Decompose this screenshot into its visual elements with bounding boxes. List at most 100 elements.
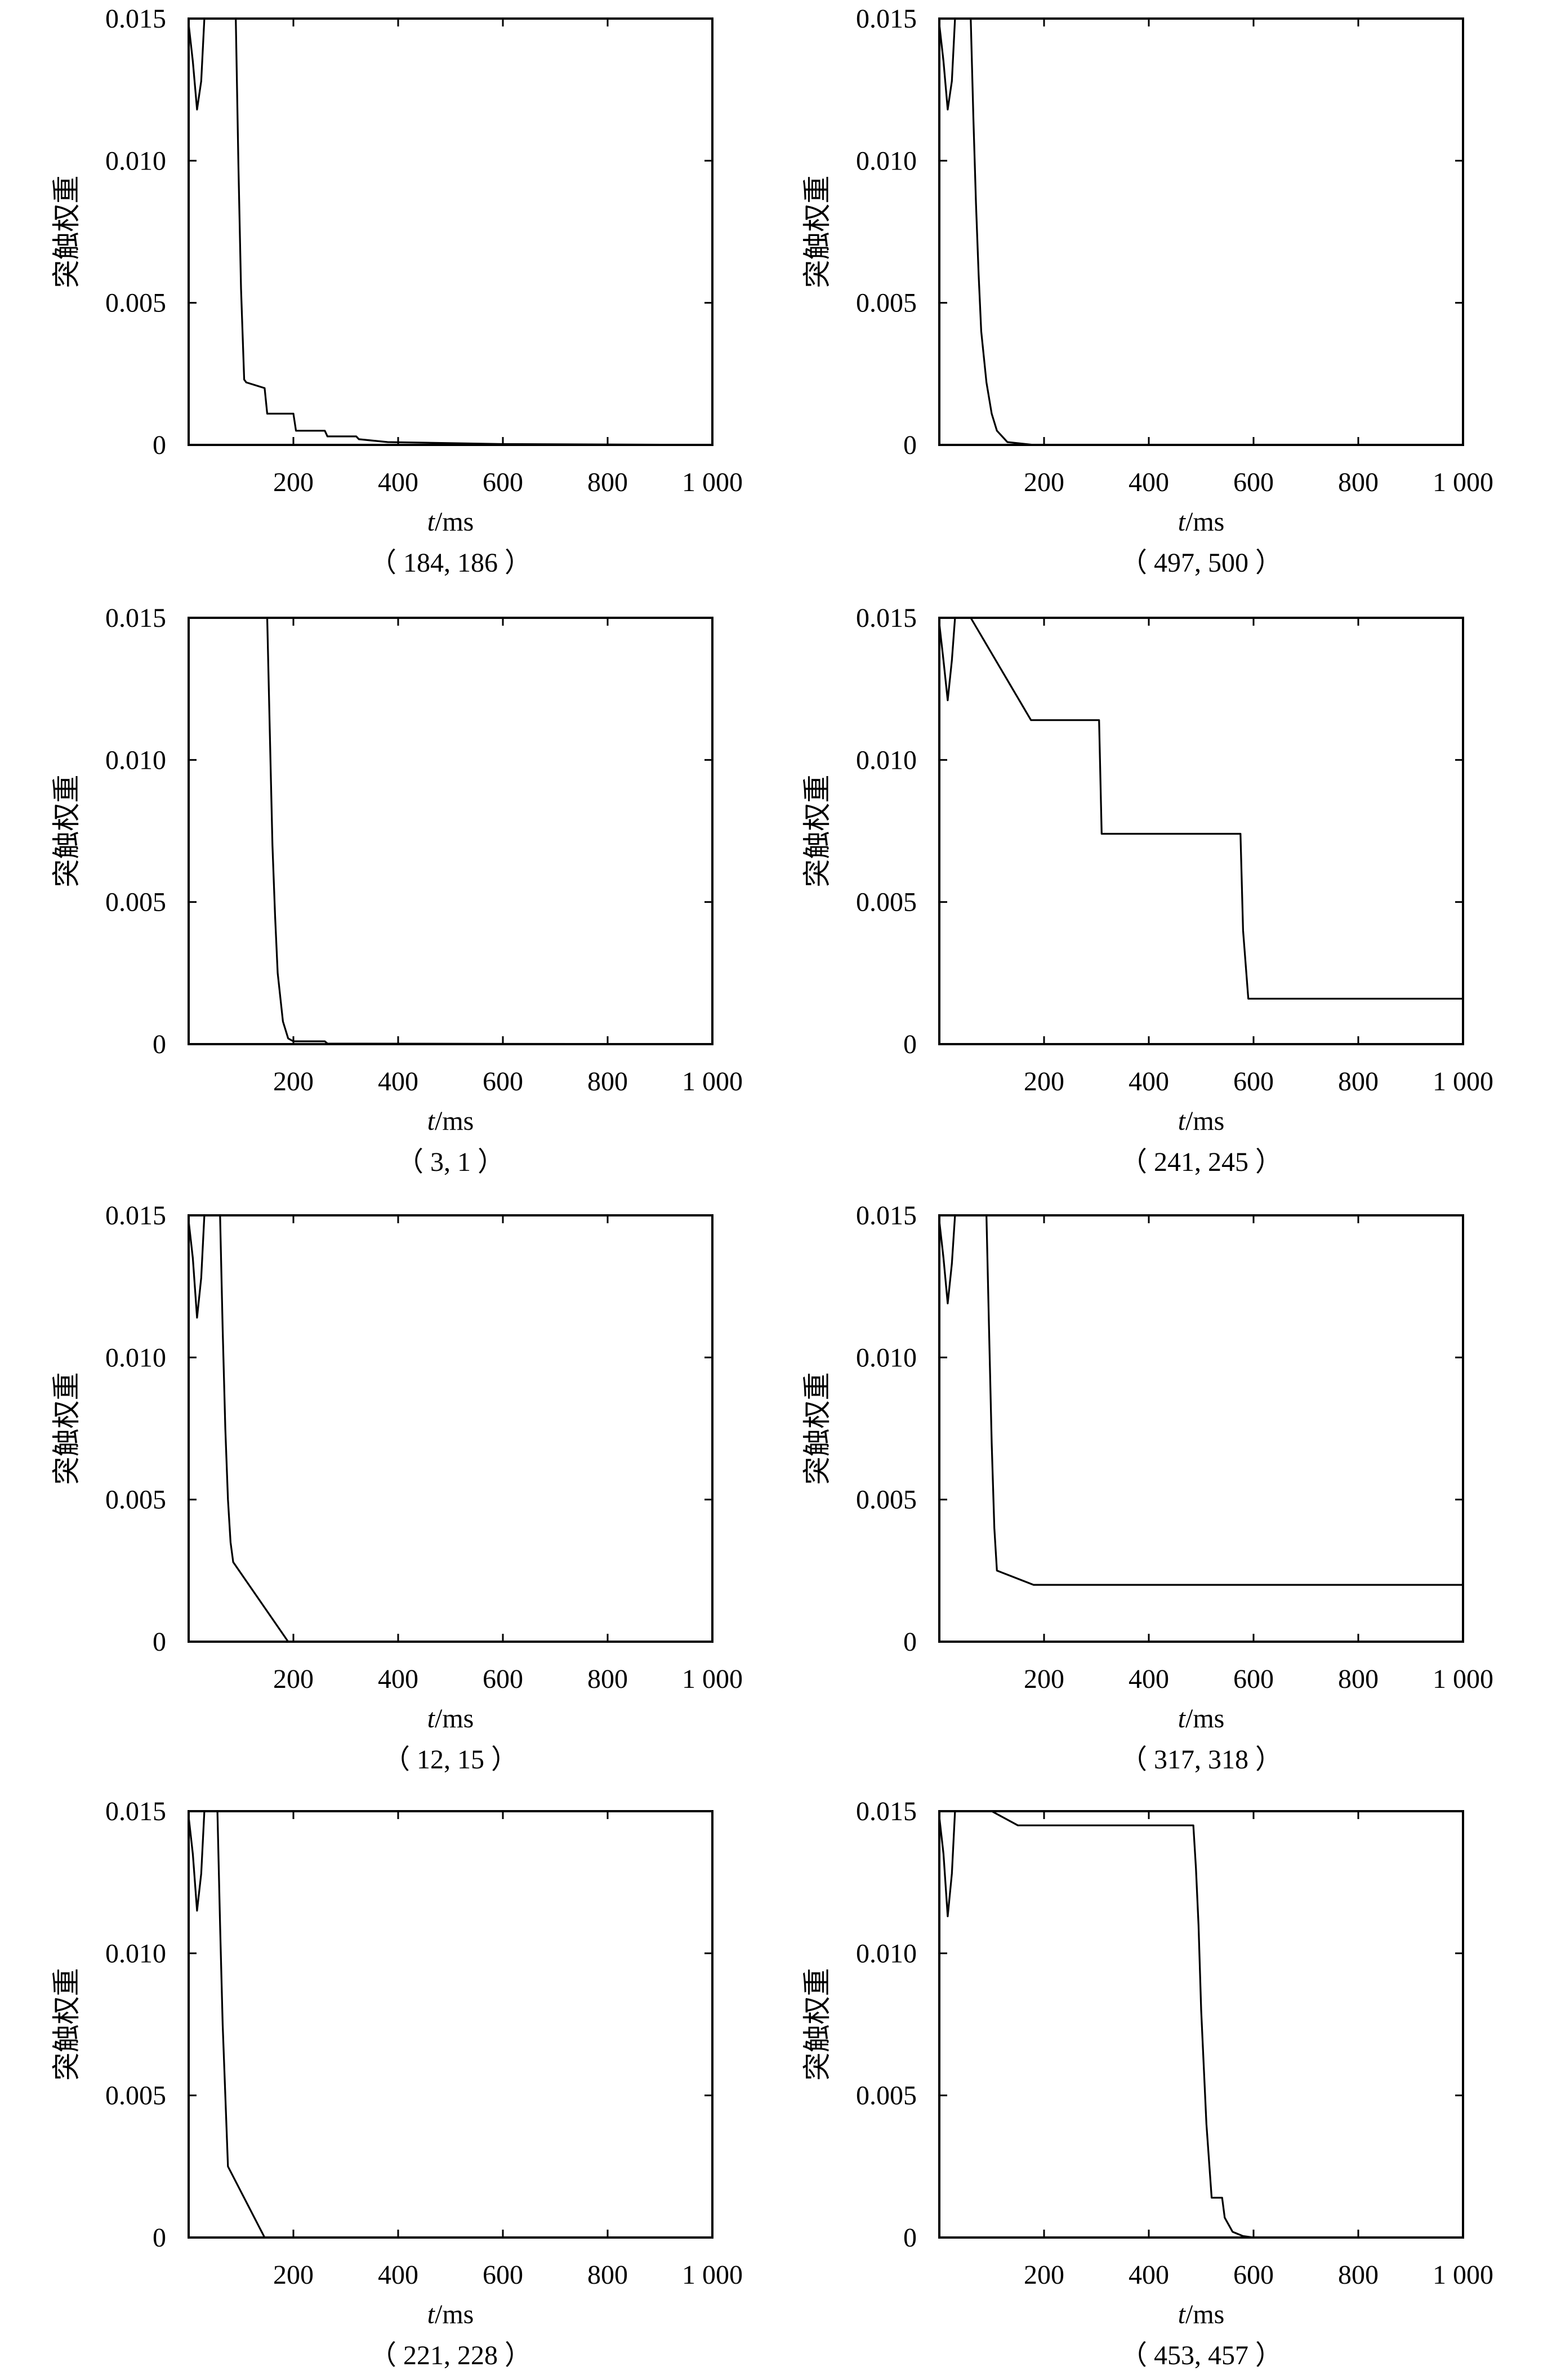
y-tick-label: 0 bbox=[903, 430, 917, 460]
y-axis-label: 突触权重 bbox=[51, 775, 82, 888]
x-tick-label: 400 bbox=[1129, 2260, 1169, 2290]
x-tick-label: 600 bbox=[1233, 467, 1274, 497]
y-tick-label: 0 bbox=[153, 1029, 166, 1059]
y-tick-label: 0.015 bbox=[856, 1201, 917, 1231]
y-tick-label: 0.005 bbox=[105, 288, 166, 318]
y-tick-label: 0.005 bbox=[105, 1485, 166, 1515]
x-tick-label: 400 bbox=[378, 1664, 418, 1694]
y-tick-label: 0.015 bbox=[856, 4, 917, 34]
y-tick-label: 0 bbox=[153, 430, 166, 460]
chart-panel-1: 200 400 600 800 1 000 0 0.005 0.010 0.015 突触权重 t/m… bbox=[51, 4, 743, 578]
x-tick-label: 200 bbox=[273, 1067, 314, 1097]
chart-panel-5: 200 400 600 800 1 000 0 0.005 0.010 0.015 突触权重 t/m… bbox=[51, 1201, 743, 1775]
y-tick-label: 0.005 bbox=[856, 2081, 917, 2111]
y-tick-label: 0.005 bbox=[105, 2081, 166, 2111]
chart-panel-3: 200 400 600 800 1 000 0 0.005 0.010 0.015 突触权重 t/m… bbox=[51, 603, 743, 1177]
x-axis-label: t/ms bbox=[427, 2299, 474, 2329]
x-tick-label: 600 bbox=[483, 467, 523, 497]
x-axis-label: t/ms bbox=[427, 1704, 474, 1733]
x-tick-label: 600 bbox=[1233, 2260, 1274, 2290]
series-line bbox=[939, 1810, 1463, 2239]
x-tick-label: 600 bbox=[1233, 1067, 1274, 1097]
x-tick-label: 1 000 bbox=[682, 467, 743, 497]
series-line bbox=[939, 1214, 1463, 1586]
y-tick-label: 0 bbox=[153, 2223, 166, 2253]
x-tick-label: 800 bbox=[587, 1067, 628, 1097]
series-line bbox=[939, 17, 1463, 446]
y-tick-label: 0.005 bbox=[856, 888, 917, 917]
panel-caption: （ 184, 186 ） bbox=[369, 548, 532, 578]
panel-caption: （ 317, 318 ） bbox=[1120, 1745, 1282, 1775]
panel-caption: （ 3, 1 ） bbox=[396, 1147, 505, 1177]
panel-caption: （ 241, 245 ） bbox=[1120, 1147, 1282, 1177]
series-line bbox=[189, 1810, 712, 2239]
plot-frame bbox=[938, 1810, 1464, 2239]
y-tick-label: 0.010 bbox=[856, 1343, 917, 1372]
y-tick-label: 0.010 bbox=[105, 146, 166, 176]
y-tick-label: 0.015 bbox=[105, 4, 166, 34]
x-tick-label: 800 bbox=[587, 467, 628, 497]
y-tick-label: 0 bbox=[903, 1029, 917, 1059]
y-axis-label: 突触权重 bbox=[801, 176, 833, 288]
chart-panel-7: 200 400 600 800 1 000 0 0.005 0.010 0.015 突触权重 t/m… bbox=[51, 1797, 743, 2370]
chart-panel-4: 200 400 600 800 1 000 0 0.005 0.010 0.015 突触权重 t/m… bbox=[801, 603, 1493, 1177]
plot-frame bbox=[188, 1810, 713, 2239]
x-tick-label: 200 bbox=[1024, 2260, 1064, 2290]
panel-caption: （ 12, 15 ） bbox=[383, 1745, 518, 1775]
x-axis-label: t/ms bbox=[1178, 2299, 1225, 2329]
x-tick-label: 200 bbox=[1024, 1664, 1064, 1694]
x-tick-label: 400 bbox=[378, 2260, 418, 2290]
y-tick-label: 0 bbox=[903, 2223, 917, 2253]
x-tick-label: 200 bbox=[273, 467, 314, 497]
plot-frame bbox=[188, 1214, 713, 1643]
y-tick-label: 0 bbox=[153, 1627, 166, 1657]
x-tick-label: 600 bbox=[1233, 1664, 1274, 1694]
x-tick-label: 400 bbox=[1129, 1664, 1169, 1694]
y-axis-label: 突触权重 bbox=[801, 1968, 833, 2081]
y-axis-label: 突触权重 bbox=[801, 1372, 833, 1485]
chart-panel-8: 200 400 600 800 1 000 0 0.005 0.010 0.015 突触权重 t/m… bbox=[801, 1797, 1493, 2370]
series-line bbox=[189, 17, 712, 446]
y-tick-label: 0.010 bbox=[105, 1938, 166, 1968]
x-tick-label: 200 bbox=[1024, 1067, 1064, 1097]
x-tick-label: 600 bbox=[483, 1664, 523, 1694]
panel-caption: （ 497, 500 ） bbox=[1120, 548, 1282, 578]
x-tick-label: 400 bbox=[1129, 1067, 1169, 1097]
x-tick-label: 800 bbox=[587, 2260, 628, 2290]
y-tick-label: 0.010 bbox=[856, 146, 917, 176]
x-axis-label: t/ms bbox=[427, 507, 474, 537]
x-tick-label: 1 000 bbox=[682, 1664, 743, 1694]
chart-panel-6: 200 400 600 800 1 000 0 0.005 0.010 0.015 突触权重 t/m… bbox=[801, 1201, 1493, 1775]
series-line bbox=[189, 1214, 712, 1643]
x-tick-label: 600 bbox=[483, 1067, 523, 1097]
panel-caption: （ 221, 228 ） bbox=[369, 2341, 532, 2370]
x-tick-label: 1 000 bbox=[682, 1067, 743, 1097]
x-axis-label: t/ms bbox=[1178, 1704, 1225, 1733]
x-tick-label: 800 bbox=[1338, 1067, 1379, 1097]
y-axis-label: 突触权重 bbox=[51, 1968, 82, 2081]
y-tick-label: 0.010 bbox=[105, 745, 166, 775]
y-tick-label: 0.010 bbox=[856, 1938, 917, 1968]
y-tick-label: 0.005 bbox=[856, 1485, 917, 1515]
y-tick-label: 0.015 bbox=[105, 1797, 166, 1826]
x-tick-label: 400 bbox=[378, 1067, 418, 1097]
plot-frame bbox=[188, 617, 713, 1045]
plot-frame bbox=[938, 17, 1464, 446]
x-axis-label: t/ms bbox=[427, 1106, 474, 1136]
plot-frame bbox=[938, 1214, 1464, 1643]
y-axis-label: 突触权重 bbox=[51, 1372, 82, 1485]
series-line bbox=[266, 617, 712, 1045]
y-tick-label: 0 bbox=[903, 1627, 917, 1657]
y-tick-label: 0.010 bbox=[105, 1343, 166, 1372]
x-tick-label: 1 000 bbox=[1433, 1067, 1493, 1097]
x-tick-label: 800 bbox=[1338, 467, 1379, 497]
x-tick-label: 200 bbox=[273, 2260, 314, 2290]
x-tick-label: 800 bbox=[587, 1664, 628, 1694]
x-axis-label: t/ms bbox=[1178, 1106, 1225, 1136]
y-tick-label: 0.010 bbox=[856, 745, 917, 775]
x-tick-label: 200 bbox=[1024, 467, 1064, 497]
y-tick-label: 0.005 bbox=[856, 288, 917, 318]
x-tick-label: 400 bbox=[378, 467, 418, 497]
x-axis-label: t/ms bbox=[1178, 507, 1225, 537]
